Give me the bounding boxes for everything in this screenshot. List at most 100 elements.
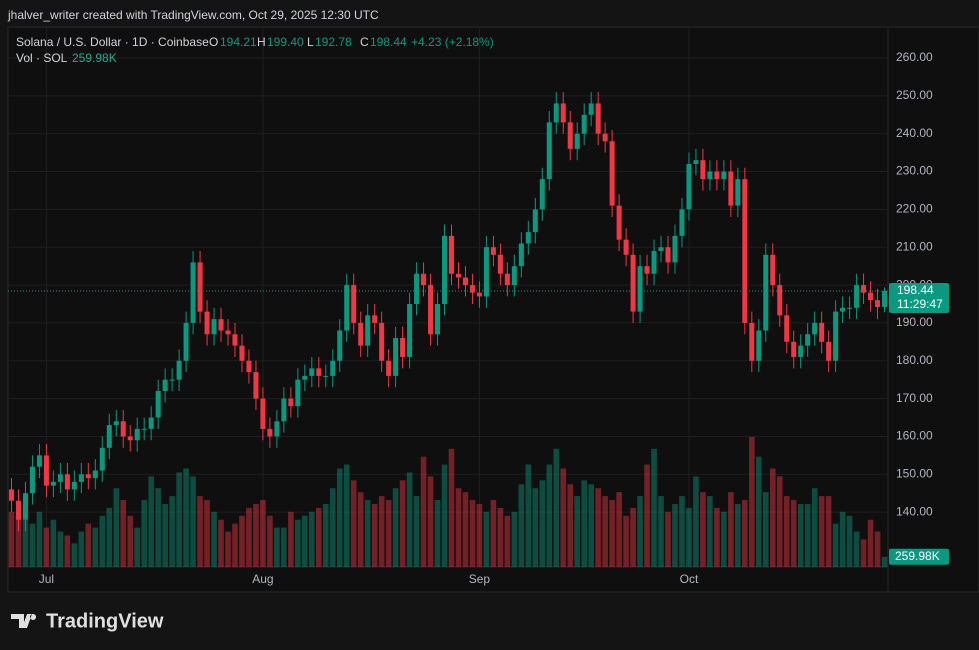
candle-body (393, 338, 399, 376)
candle-body (323, 375, 329, 377)
y-tick-label: 240.00 (896, 126, 933, 140)
candle-body (595, 103, 601, 134)
y-tick-label: 150.00 (896, 466, 933, 480)
candle-body (309, 368, 315, 376)
volume-bar (539, 480, 546, 567)
volume-bar (581, 480, 587, 567)
candle-body (770, 254, 776, 286)
volume-bar (469, 500, 476, 567)
candle-body (50, 481, 56, 486)
volume-bar (253, 503, 259, 567)
candle-body (847, 307, 853, 309)
logo-mark (11, 614, 37, 628)
plot: 140.00150.00160.00170.00180.00190.00200.… (8, 27, 949, 586)
volume-bar (797, 503, 804, 567)
volume-bar (127, 515, 134, 567)
volume-bar (281, 527, 287, 567)
volume-bar (735, 503, 741, 567)
legend-letter: L (307, 35, 314, 49)
candle-body (777, 285, 783, 316)
candle-body (358, 322, 364, 346)
candle-body (253, 372, 259, 399)
legend-letter: C (360, 35, 369, 49)
volume-bar (162, 503, 168, 567)
volume-bar (602, 496, 608, 567)
candle-body (721, 171, 727, 180)
candle-body (756, 330, 762, 361)
y-tick-label: 140.00 (896, 504, 933, 518)
volume-bar (329, 488, 336, 567)
candle-body (881, 290, 888, 307)
candle-body (532, 209, 538, 233)
candle-body (455, 273, 461, 278)
volume-bar (804, 503, 811, 567)
legend-letter: H (257, 35, 266, 49)
volume-bar (860, 539, 867, 567)
volume-bar (336, 468, 343, 567)
candle-body (365, 315, 371, 346)
candle-body (574, 133, 580, 149)
y-tick-label: 220.00 (896, 202, 933, 216)
volume-bar (762, 492, 769, 567)
candle-body (868, 292, 874, 301)
volume-bar (742, 500, 748, 567)
chart-panel (7, 26, 979, 593)
candle-body (679, 209, 685, 236)
volume-bar (769, 468, 776, 567)
candle-body (281, 398, 287, 422)
volume-bar (148, 476, 154, 567)
volume-bar (679, 496, 685, 567)
candle-body (400, 338, 406, 357)
candle-body (623, 239, 629, 255)
volume-bar (211, 511, 217, 567)
y-tick-label: 210.00 (896, 239, 933, 253)
candle-body (218, 319, 224, 331)
candle-body (511, 266, 517, 286)
volume-bar (357, 492, 364, 567)
volume-bar (406, 472, 413, 567)
candle-body (791, 341, 797, 357)
candle-body (728, 171, 734, 206)
candle-body (518, 243, 524, 267)
volume-bar (665, 511, 671, 567)
candle-body (43, 455, 49, 486)
volume-bar (490, 500, 497, 567)
candle-body (344, 285, 350, 331)
volume-bar (232, 523, 238, 567)
volume-bar (316, 507, 322, 567)
volume-bar (120, 500, 127, 567)
candle-body (274, 421, 280, 437)
legend-low: 192.78 (315, 35, 352, 49)
candle-body (106, 425, 112, 448)
ohlc-legend: O 194.21 H 199.40 L 192.78 C 198.44 +4.2… (209, 35, 494, 49)
volume-bar (672, 503, 678, 567)
candle-body (330, 360, 336, 376)
candle-body (861, 285, 867, 293)
volume-bar (574, 496, 580, 567)
volume-bar (783, 496, 790, 567)
y-tick-label: 180.00 (896, 353, 933, 367)
volume-bar (874, 531, 881, 567)
volume-bar (462, 492, 469, 567)
candle-body (665, 247, 671, 263)
volume-bar (141, 500, 147, 567)
candle-body (469, 285, 475, 293)
volume-bar (8, 511, 15, 567)
volume-bar (288, 511, 294, 567)
candle-body (637, 266, 643, 312)
volume-bar (658, 496, 664, 567)
volume-bar (567, 484, 574, 567)
last-price-box (889, 282, 949, 313)
candle-body (120, 421, 126, 437)
volume-bar (504, 515, 511, 567)
candle-body (553, 103, 559, 123)
candle-body (316, 368, 322, 376)
candle-body (700, 160, 706, 180)
volume-bar (50, 519, 57, 567)
candle-body (833, 311, 839, 361)
volume-bar (92, 527, 99, 567)
candle-body (176, 360, 182, 380)
candle-body (819, 322, 825, 342)
volume-bar (714, 507, 720, 567)
volume-bar (85, 523, 92, 567)
